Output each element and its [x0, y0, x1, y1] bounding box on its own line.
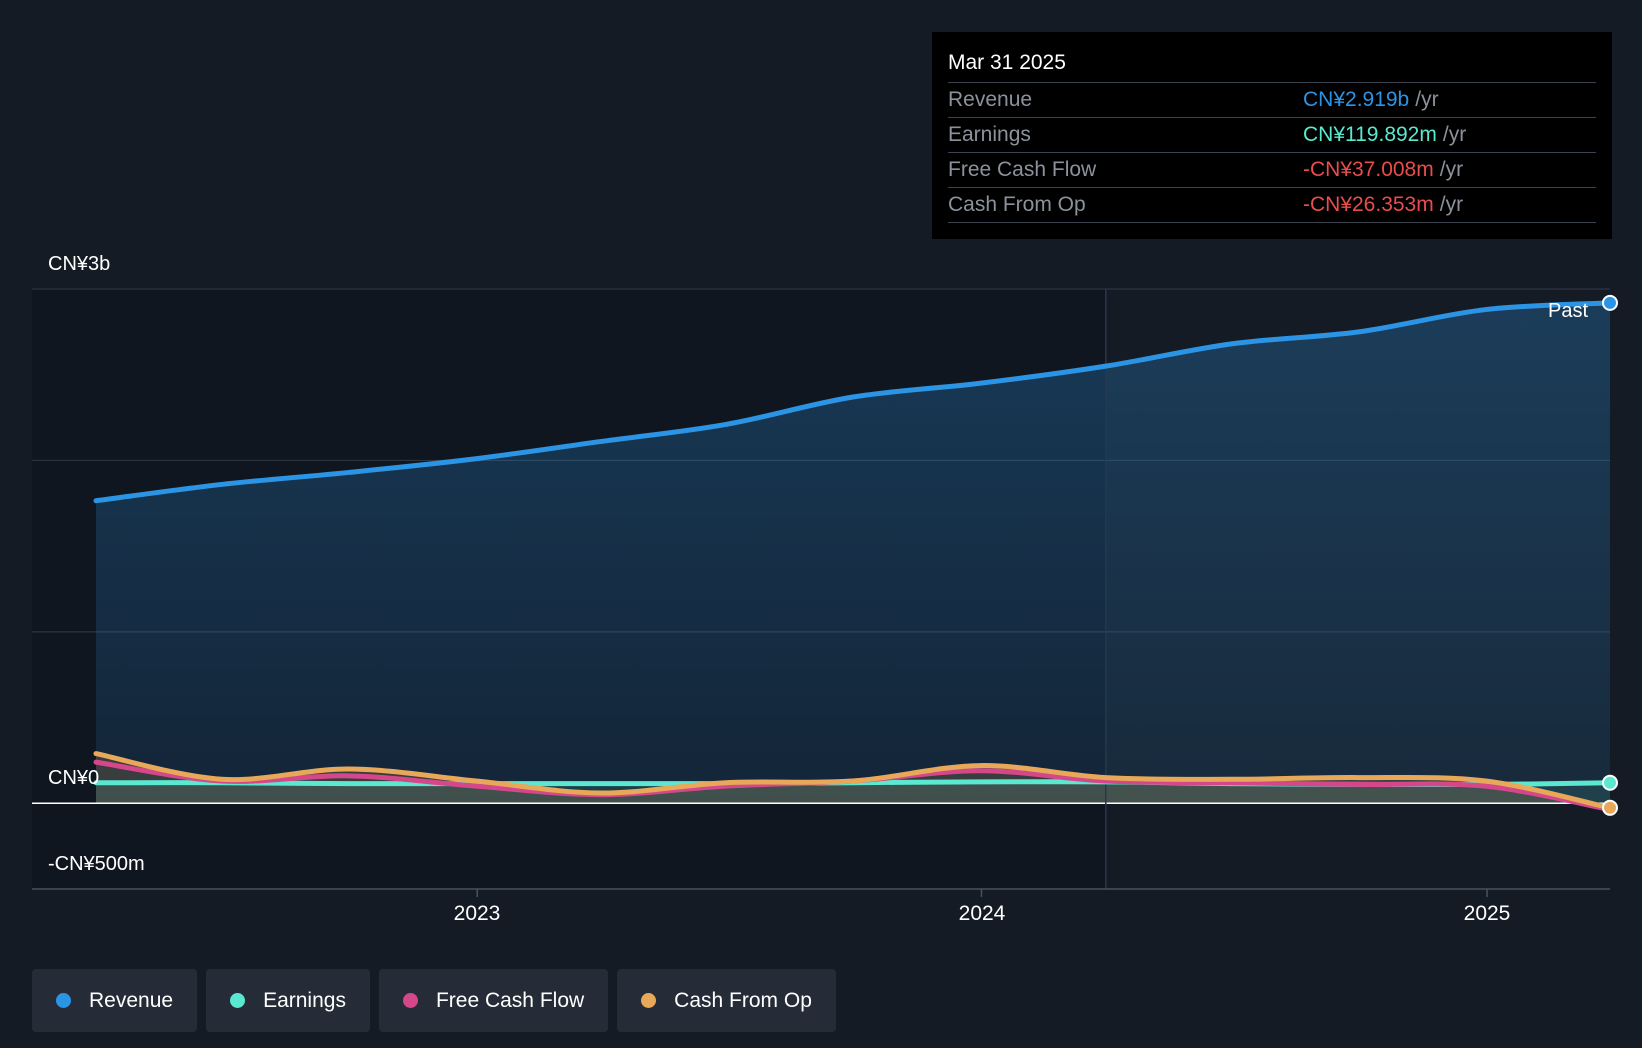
past-label: Past	[1548, 300, 1589, 322]
legend-label: Cash From Op	[674, 988, 812, 1012]
chart-legend: Revenue Earnings Free Cash Flow Cash Fro…	[32, 969, 836, 1032]
y-tick-label-top: CN¥3b	[48, 253, 111, 275]
revenue-area	[96, 302, 1610, 804]
legend-label: Free Cash Flow	[435, 988, 585, 1012]
earnings-end-marker	[1602, 774, 1618, 791]
tooltip-row-cfo: Cash From Op -CN¥26.353m /yr	[948, 187, 1596, 223]
legend-item-cfo[interactable]: Cash From Op	[617, 969, 836, 1032]
cash-from-op-line	[93, 751, 1613, 811]
tooltip-unit: /yr	[1439, 193, 1464, 216]
legend-item-earnings[interactable]: Earnings	[206, 969, 370, 1032]
revenue-dot-icon	[56, 993, 71, 1008]
tooltip-row-earnings: Earnings CN¥119.892m /yr	[948, 117, 1596, 152]
revenue-line	[93, 300, 1613, 504]
x-tick-label-2024: 2024	[958, 902, 1006, 925]
end-markers	[1602, 294, 1618, 816]
x-tick-label-2023: 2023	[453, 902, 501, 925]
tooltip-value: CN¥2.919b	[1303, 88, 1410, 111]
legend-item-revenue[interactable]: Revenue	[32, 969, 198, 1032]
earnings-dot-icon	[230, 993, 246, 1008]
y-tick-label-bottom: -CN¥500m	[48, 853, 145, 875]
cash-from-op-area	[96, 753, 1610, 808]
y-tick-label-zero: CN¥0	[48, 767, 100, 789]
legend-label: Earnings	[263, 988, 346, 1012]
tooltip-label: Free Cash Flow	[948, 158, 1097, 181]
cfo-dot-icon	[641, 993, 657, 1008]
tooltip-value: -CN¥26.353m	[1303, 193, 1434, 216]
tooltip-date: Mar 31 2025	[948, 51, 1066, 74]
tooltip-label: Cash From Op	[948, 193, 1086, 216]
fcf-dot-icon	[402, 993, 418, 1008]
tooltip-row-revenue: Revenue CN¥2.919b /yr	[948, 82, 1596, 117]
tooltip-unit: /yr	[1442, 123, 1467, 146]
tooltip-value: CN¥119.892m	[1303, 123, 1437, 146]
tooltip-label: Earnings	[948, 123, 1031, 146]
legend-label: Revenue	[89, 988, 174, 1012]
cash-from-op-end-marker	[1602, 799, 1618, 816]
tooltip-value: -CN¥37.008m	[1303, 158, 1434, 181]
tooltip-unit: /yr	[1439, 158, 1464, 181]
legend-item-fcf[interactable]: Free Cash Flow	[378, 969, 609, 1032]
x-tick-label-2025: 2025	[1463, 902, 1511, 925]
tooltip-unit: /yr	[1415, 88, 1439, 111]
data-tooltip: Mar 31 2025 Revenue CN¥2.919b /yr Earnin…	[932, 32, 1612, 239]
revenue-end-marker	[1602, 294, 1618, 311]
x-tick-marks	[476, 889, 1488, 897]
tooltip-label: Revenue	[948, 88, 1033, 111]
tooltip-row-fcf: Free Cash Flow -CN¥37.008m /yr	[948, 152, 1596, 187]
